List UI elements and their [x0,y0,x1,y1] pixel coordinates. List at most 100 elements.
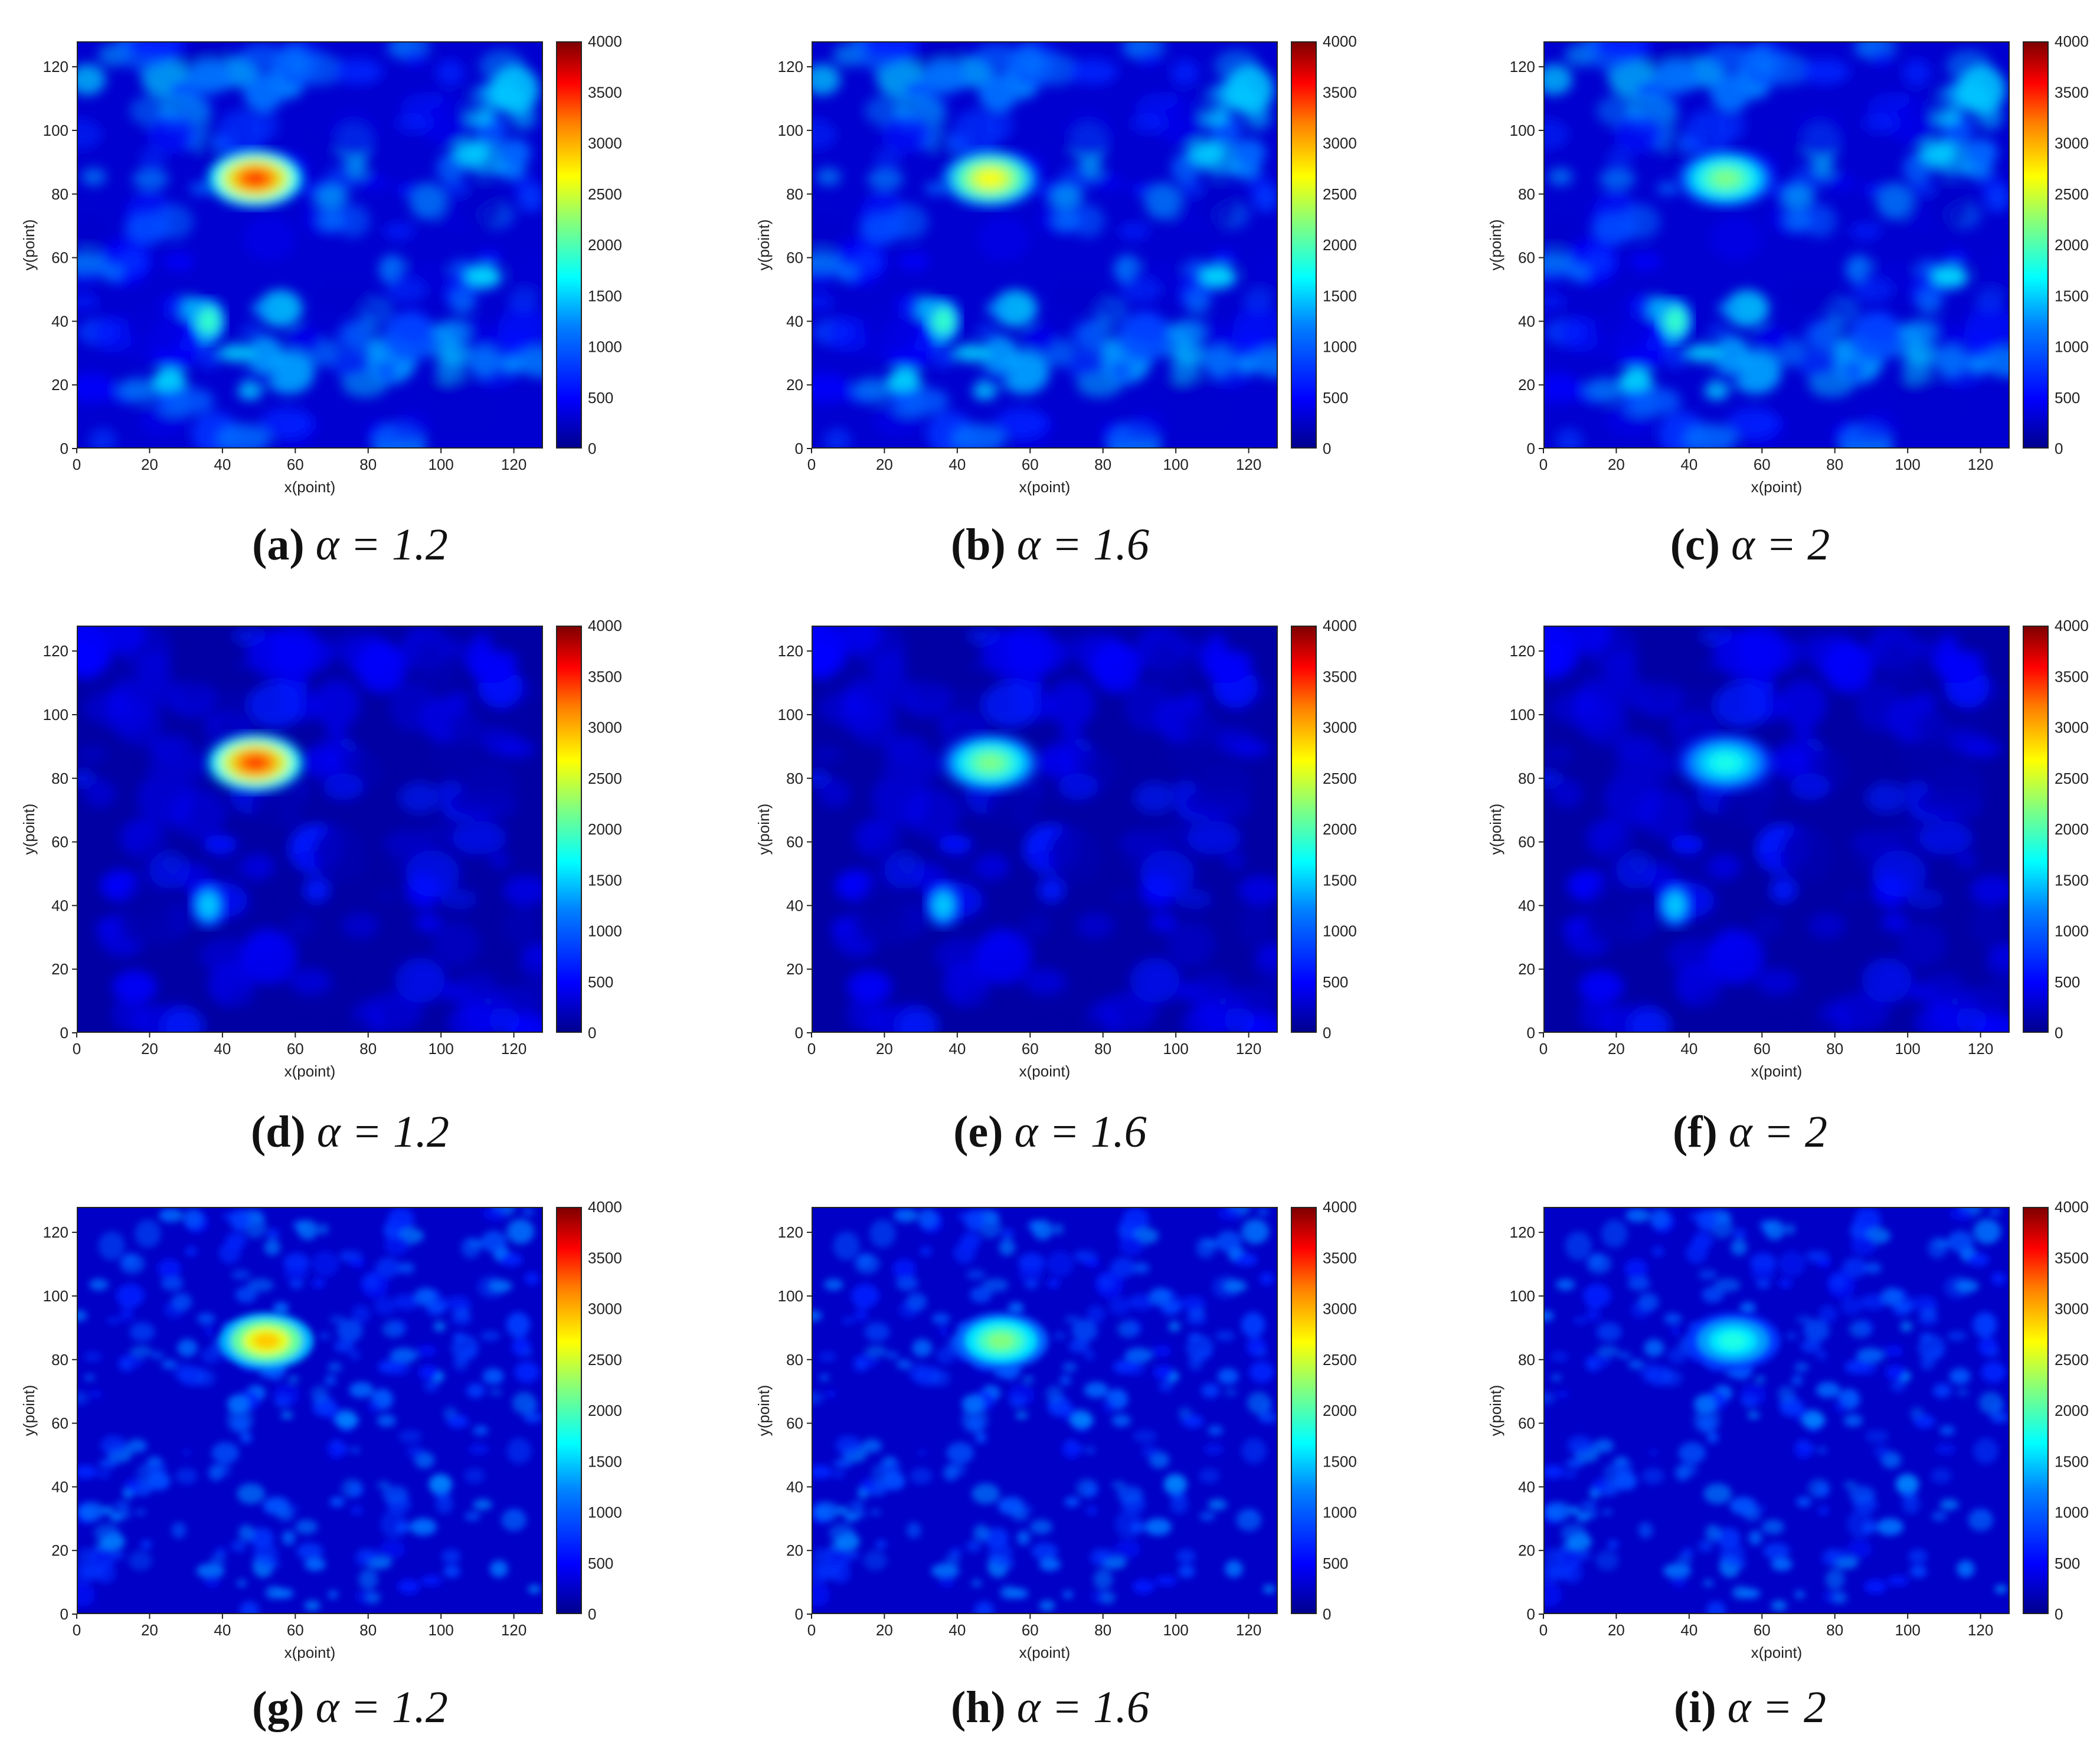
colorbar-tick-label: 1500 [1323,871,1357,889]
secondary-spot-e [925,882,961,928]
axes-d: 0 20 40 60 80 100 120 0 20 40 60 80 100 120 0 500 1000 15… [20,617,622,1080]
y-tick-label: 60 [786,833,803,851]
y-tick-label: 80 [1518,1351,1535,1369]
y-tick-label: 20 [1518,960,1535,978]
colorbar-tick-label: 500 [1323,389,1348,407]
x-tick-label: 40 [214,1621,231,1639]
colorbar-tick-label: 0 [588,1024,596,1042]
x-axis-title: x(point) [284,1644,336,1661]
colorbar-tick-label: 2500 [1323,1351,1357,1369]
colorbar-tick-label: 3500 [1323,83,1357,101]
colorbar-tick-label: 3500 [1323,667,1357,685]
y-tick-label: 40 [786,896,803,914]
y-tick-label: 120 [43,642,68,660]
y-tick-label: 100 [1510,122,1535,139]
y-tick-label: 100 [778,706,803,724]
caption-parameter: α = 1.2 [304,1683,448,1732]
colorbar-g [556,1207,582,1614]
y-tick-label: 20 [51,960,68,978]
colorbar-tick-label: 2000 [588,820,622,838]
x-tick-label: 0 [807,1621,816,1639]
heatmap-texture [78,1208,542,1613]
y-tick-label: 100 [1510,706,1535,724]
colorbar-i [2023,1207,2049,1614]
y-tick-label: 100 [43,706,68,724]
x-tick-label: 120 [1236,1040,1261,1058]
heatmap-panel-a [77,41,543,449]
colorbar-tick-label: 0 [1323,1605,1331,1623]
y-tick-label: 80 [51,185,68,203]
axes-c: 0 20 40 60 80 100 120 0 20 40 60 80 100 120 0 500 1000 15… [1487,32,2089,496]
y-tick-label: 40 [51,1478,68,1495]
colorbar-tick-label: 2500 [1323,770,1357,787]
y-tick-label: 120 [43,1223,68,1241]
colorbar-tick-label: 2500 [588,1351,622,1369]
y-tick-label: 20 [1518,376,1535,394]
x-tick-label: 80 [359,1040,377,1058]
y-tick-label: 100 [43,122,68,139]
colorbar-tick-label: 3500 [1323,1249,1357,1267]
colorbar-tick-label: 4000 [588,617,622,634]
y-tick-label: 20 [786,960,803,978]
colorbar-tick-label: 3000 [588,1300,622,1318]
y-tick-label: 0 [795,1024,803,1042]
colorbar-tick-label: 500 [1323,1555,1348,1572]
colorbar-a [556,41,582,449]
x-tick-label: 80 [1094,456,1111,473]
colorbar-tick-label: 3000 [588,719,622,737]
y-axis-title: y(point) [755,1385,773,1436]
caption-parameter: α = 1.6 [1003,1107,1147,1157]
x-tick-label: 40 [1680,456,1697,473]
colorbar-tick-label: 3500 [2055,667,2089,685]
heatmap-panel-i [1543,1207,2010,1614]
colorbar-tick-label: 1500 [2055,1452,2089,1470]
colorbar-tick-label: 2500 [2055,185,2089,203]
colorbar-tick-label: 3000 [2055,135,2089,152]
heatmap-texture [1545,1208,2009,1613]
colorbar-h [1291,1207,1317,1614]
heatmap-panel-h [812,1207,1278,1614]
y-tick-label: 120 [778,642,803,660]
caption-parameter: α = 2 [1717,1107,1828,1157]
colorbar-tick-label: 0 [2055,1605,2063,1623]
x-tick-label: 100 [428,456,453,473]
y-tick-label: 80 [51,770,68,787]
y-axis-title: y(point) [20,804,38,855]
heatmap-canvas-d [78,627,542,1032]
heatmap-canvas-g [78,1208,542,1613]
colorbar-tick-label: 500 [2055,389,2080,407]
x-axis-title: x(point) [1019,478,1071,496]
axes-e: 0 20 40 60 80 100 120 0 20 40 60 80 100 120 0 500 1000 15… [755,617,1357,1080]
panel-caption-i: (i) α = 2 [1400,1682,2100,1733]
x-tick-label: 120 [1968,1040,1993,1058]
colorbar-tick-label: 3500 [2055,83,2089,101]
x-tick-label: 20 [141,456,158,473]
hotspot-d [208,734,303,791]
secondary-spot-a [191,298,226,343]
caption-letter: (c) [1670,520,1720,570]
colorbar-tick-label: 1500 [588,871,622,889]
colorbar-tick-label: 0 [1323,440,1331,457]
y-tick-label: 60 [1518,1415,1535,1432]
x-tick-label: 40 [948,456,966,473]
secondary-spot-b [925,298,961,343]
colorbar-tick-label: 1000 [588,1504,622,1521]
colorbar-tick-label: 1000 [1323,338,1357,356]
colorbar-tick-label: 1500 [1323,1452,1357,1470]
x-axis-title: x(point) [1019,1062,1071,1080]
y-tick-label: 40 [1518,312,1535,330]
y-axis-title: y(point) [1487,1385,1504,1436]
y-tick-label: 80 [1518,770,1535,787]
x-tick-label: 0 [807,1040,816,1058]
y-tick-label: 120 [778,1223,803,1241]
x-tick-label: 100 [1895,1621,1920,1639]
y-tick-label: 20 [786,1542,803,1559]
x-axis-title: x(point) [1751,478,1803,496]
colorbar-tick-label: 1000 [588,922,622,940]
y-tick-label: 40 [51,896,68,914]
y-tick-label: 40 [1518,1478,1535,1495]
x-tick-label: 80 [1826,456,1843,473]
heatmap-canvas-c [1545,42,2009,447]
x-tick-label: 120 [1236,1621,1261,1639]
colorbar-tick-label: 2500 [2055,1351,2089,1369]
